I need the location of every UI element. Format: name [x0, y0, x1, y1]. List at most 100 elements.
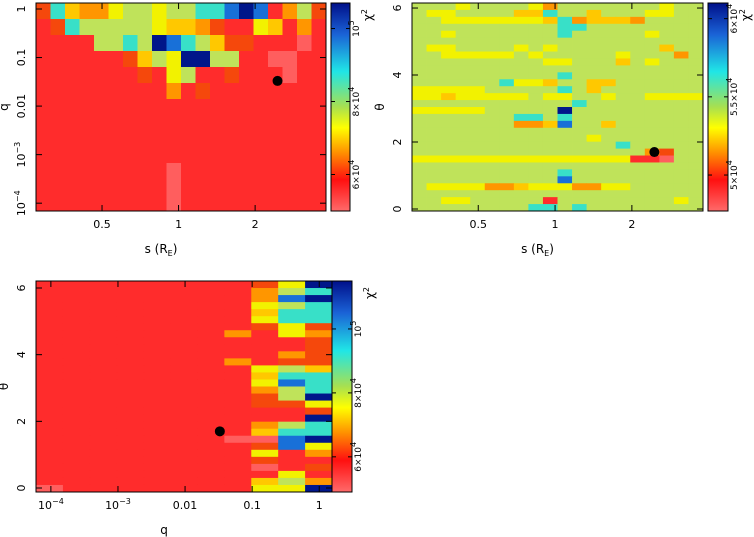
heatmap-cell [615, 72, 631, 80]
heatmap-cell [542, 23, 558, 32]
heatmap-cell [36, 316, 64, 324]
heatmap-cell [170, 470, 198, 479]
heatmap-cell [615, 127, 631, 136]
heatmap-cell [542, 30, 558, 39]
heatmap-cell [89, 344, 118, 352]
heatmap-cell [586, 141, 602, 149]
heatmap-cell [143, 295, 171, 303]
heatmap-cell [305, 421, 333, 430]
heatmap-cell [170, 456, 198, 465]
heatmap-cell [108, 51, 124, 68]
heatmap-cell [311, 35, 327, 52]
heatmap-cell [251, 302, 279, 310]
heatmap-cell [197, 463, 225, 472]
heatmap-cell [644, 113, 660, 122]
heatmap-cell [557, 148, 573, 156]
heatmap-cell [36, 330, 64, 338]
heatmap-cell [36, 195, 51, 212]
heatmap-cell [224, 386, 252, 394]
heatmap-cell [210, 19, 225, 36]
heatmap-cell [513, 107, 529, 115]
heatmap-cell [441, 9, 457, 18]
heatmap-cell [224, 351, 252, 359]
heatmap-cell [143, 470, 171, 479]
heatmap-cell [470, 23, 486, 32]
heatmap-cell [630, 120, 646, 129]
heatmap-cell [673, 79, 689, 87]
heatmap-cell [278, 393, 306, 401]
heatmap-cell [253, 179, 269, 196]
heatmap-cell [542, 51, 558, 59]
heatmap-cell [166, 147, 182, 164]
heatmap-cell [412, 51, 427, 59]
heatmap-cell [528, 141, 544, 149]
heatmap-cell [455, 197, 471, 205]
heatmap-cell [137, 35, 153, 52]
heatmap-cell [305, 456, 333, 465]
colorbar [331, 280, 353, 493]
heatmap-cell [89, 379, 118, 387]
heatmap-cell [278, 449, 306, 458]
heatmap-cell [426, 183, 442, 191]
heatmap-cell [108, 115, 124, 132]
heatmap-cell [224, 484, 252, 493]
heatmap-cell [282, 67, 298, 84]
heatmap-cell [441, 107, 457, 115]
heatmap-cell [65, 83, 80, 100]
heatmap-cell [426, 127, 442, 136]
heatmap-cell [644, 134, 660, 143]
heatmap-cell [499, 79, 515, 87]
heatmap-cell [513, 9, 529, 18]
heatmap-cell [513, 65, 529, 73]
heatmap-cell [62, 281, 91, 289]
heatmap-cell [50, 67, 66, 84]
heatmap-cell [601, 51, 617, 59]
heatmap-cell [137, 147, 153, 164]
heatmap-cell [601, 141, 617, 149]
heatmap-cell [601, 148, 617, 156]
heatmap-cell [108, 179, 124, 196]
heatmap-cell [470, 72, 486, 80]
heatmap-cell [94, 131, 109, 148]
heatmap-cell [615, 51, 631, 59]
heatmap-cell [116, 414, 145, 423]
heatmap-cell [278, 372, 306, 380]
heatmap-cell [305, 316, 333, 324]
heatmap-cell [688, 51, 704, 59]
heatmap-cell [36, 442, 64, 451]
heatmap-cell [50, 35, 66, 52]
heatmap-cell [441, 190, 457, 198]
heatmap-cell [688, 204, 704, 212]
heatmap-cell [224, 115, 240, 132]
heatmap-cell [499, 148, 515, 156]
heatmap-cell [615, 183, 631, 191]
heatmap-cell [644, 72, 660, 80]
heatmap-cell [557, 51, 573, 59]
heatmap-cell [282, 163, 298, 180]
heatmap-cell [601, 113, 617, 122]
heatmap-cell [644, 100, 660, 108]
heatmap-cell [251, 456, 279, 465]
heatmap-cell [224, 379, 252, 387]
heatmap-cell [224, 358, 252, 366]
heatmap-cell [50, 163, 66, 180]
heatmap-cell [426, 162, 442, 170]
heatmap-cell [251, 421, 279, 430]
heatmap-cell [455, 93, 471, 101]
heatmap-cell [278, 281, 306, 289]
heatmap-cell [455, 79, 471, 87]
heatmap-cell [282, 19, 298, 36]
heatmap-cell [412, 3, 427, 11]
heatmap-cell [673, 44, 689, 52]
heatmap-cell [688, 127, 704, 136]
heatmap-cell [282, 147, 298, 164]
heatmap-cell [673, 65, 689, 73]
heatmap-cell [615, 162, 631, 170]
heatmap-cell [542, 162, 558, 170]
heatmap-cell [268, 179, 283, 196]
heatmap-cell [224, 51, 240, 68]
y-axis-label: θ [373, 103, 387, 110]
heatmap-cell [297, 179, 312, 196]
heatmap-cell [528, 79, 544, 87]
heatmap-cell [441, 51, 457, 59]
